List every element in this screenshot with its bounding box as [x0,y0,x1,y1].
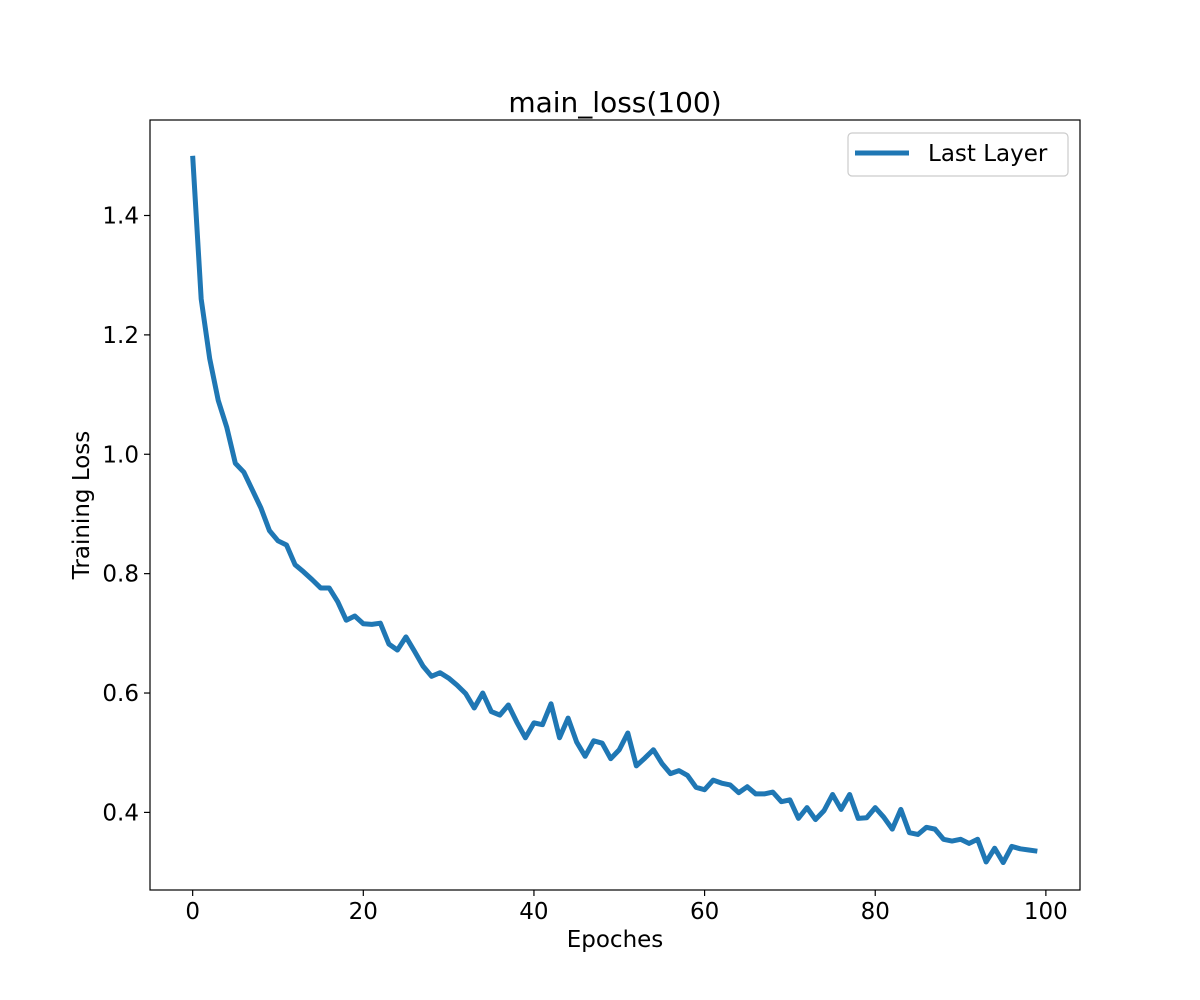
series-layer [190,155,1038,866]
x-tick-label: 80 [861,899,890,925]
y-tick-label: 0.4 [102,800,139,826]
legend-box [847,132,1069,177]
series-line-last-layer [190,155,1038,866]
y-tick-label: 1.0 [102,442,139,468]
x-tick-label: 100 [1024,899,1068,925]
legend-label: Last Layer [928,141,1048,167]
x-tick-label: 0 [185,899,200,925]
y-tick-label: 1.4 [102,204,139,230]
y-tick-label: 0.8 [102,562,139,588]
y-tick-label: 0.6 [102,681,139,707]
axis-ticks: 0 20 40 60 80 100 0.4 0.6 0.8 1.0 1.2 1.4 [102,204,1067,925]
x-axis-label: Epoches [567,927,664,953]
legend: Last Layer [847,132,1069,177]
x-tick-label: 60 [690,899,719,925]
x-tick-label: 40 [519,899,548,925]
y-axis-label: Training Loss [69,431,95,581]
plot-area-frame [149,119,1081,891]
y-tick-label: 1.2 [102,323,139,349]
chart-title: main_loss(100) [508,86,721,119]
x-tick-label: 20 [349,899,378,925]
